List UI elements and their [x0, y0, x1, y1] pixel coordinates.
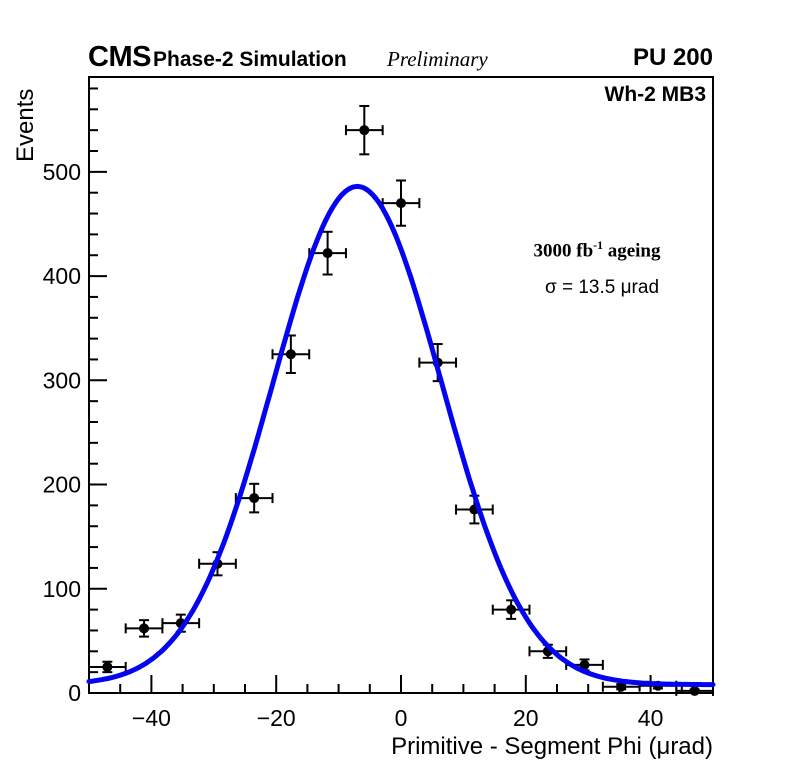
plot-frame [88, 76, 714, 694]
x-tick-label: 40 [638, 705, 664, 731]
wheel-chamber-label: Wh-2 MB3 [604, 83, 707, 106]
data-point [124, 619, 164, 638]
y-tick-label: 0 [68, 680, 81, 706]
y-tick-label: 300 [43, 367, 81, 393]
data-point [234, 482, 274, 514]
x-tick-label: 0 [395, 705, 408, 731]
ageing-annotation: 3000 fb-1 ageing [516, 239, 678, 262]
x-tick-label: −20 [257, 705, 296, 731]
data-point [344, 104, 384, 156]
pileup-label: PU 200 [632, 44, 713, 71]
y-tick-label: 500 [43, 159, 81, 185]
x-tick-label: 20 [513, 705, 539, 731]
x-tick-label: −40 [132, 705, 171, 731]
data-point [675, 685, 714, 696]
data-point [308, 230, 347, 276]
x-tick-labels: −40 −20 0 20 40 [132, 705, 664, 731]
axis-ticks [89, 87, 683, 694]
ageing-text-pre: 3000 fb [533, 240, 594, 262]
ageing-text-sup: -1 [593, 239, 603, 252]
y-axis-title: Events [12, 88, 39, 162]
y-tick-label: 200 [43, 472, 81, 498]
y-tick-label: 100 [43, 576, 81, 602]
data-series [88, 104, 714, 696]
gaussian-fit-curve [86, 183, 716, 688]
y-tick-labels: 0 100 200 300 400 500 [43, 159, 81, 706]
phase2-simulation-label: Phase-2 Simulation [153, 48, 347, 71]
sigma-annotation: σ = 13.5 μrad [544, 277, 660, 298]
data-point [381, 179, 421, 227]
preliminary-label: Preliminary [387, 47, 488, 71]
x-axis-title: Primitive - Segment Phi (μrad) [391, 733, 713, 760]
data-point [88, 660, 127, 674]
ageing-text-post: ageing [602, 240, 661, 262]
y-tick-label: 400 [43, 263, 81, 289]
cms-logo-text: CMS [88, 41, 151, 73]
